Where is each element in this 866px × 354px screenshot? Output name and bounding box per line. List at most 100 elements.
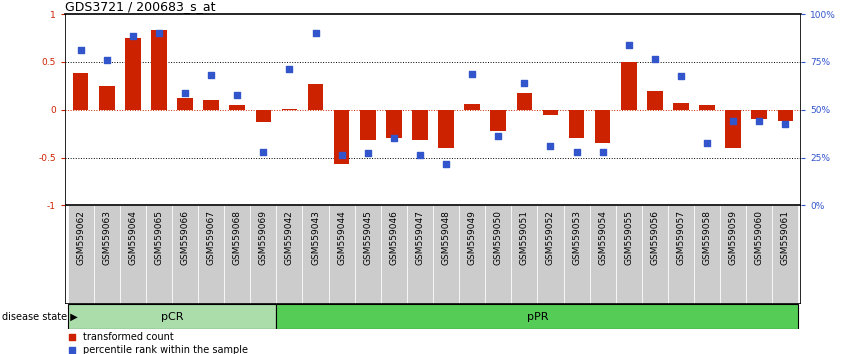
FancyBboxPatch shape	[198, 205, 224, 304]
Point	[570, 149, 584, 155]
Bar	[516, 92, 533, 110]
FancyBboxPatch shape	[616, 205, 642, 304]
Point	[727, 118, 740, 124]
Point	[779, 121, 792, 127]
Bar	[438, 110, 454, 148]
FancyBboxPatch shape	[145, 205, 172, 304]
FancyBboxPatch shape	[276, 304, 798, 329]
FancyBboxPatch shape	[485, 205, 511, 304]
FancyBboxPatch shape	[746, 205, 772, 304]
Point	[596, 149, 610, 155]
Point	[465, 72, 479, 77]
Point	[700, 141, 714, 146]
Point	[152, 30, 166, 36]
Bar	[307, 84, 323, 110]
FancyBboxPatch shape	[433, 205, 459, 304]
Text: GSM559057: GSM559057	[676, 210, 686, 265]
Text: GSM559047: GSM559047	[416, 210, 424, 265]
Point	[493, 189, 507, 195]
FancyBboxPatch shape	[68, 205, 94, 304]
Bar	[125, 38, 140, 110]
FancyBboxPatch shape	[590, 205, 616, 304]
FancyBboxPatch shape	[381, 205, 407, 304]
Bar	[569, 110, 585, 138]
Text: GSM559051: GSM559051	[520, 210, 529, 265]
FancyBboxPatch shape	[250, 205, 276, 304]
Bar	[778, 110, 793, 121]
Bar	[412, 110, 428, 140]
Text: GSM559060: GSM559060	[755, 210, 764, 265]
Text: GSM559059: GSM559059	[728, 210, 738, 265]
Text: GSM559049: GSM559049	[468, 210, 476, 265]
Point	[413, 152, 427, 158]
FancyBboxPatch shape	[538, 205, 564, 304]
Bar	[255, 110, 271, 122]
Text: GSM559052: GSM559052	[546, 210, 555, 265]
Text: GSM559042: GSM559042	[285, 210, 294, 265]
Text: GSM559063: GSM559063	[102, 210, 111, 265]
Bar	[490, 110, 506, 131]
FancyBboxPatch shape	[721, 205, 746, 304]
Point	[282, 66, 296, 72]
Text: GSM559069: GSM559069	[259, 210, 268, 265]
Bar	[595, 110, 611, 143]
FancyBboxPatch shape	[642, 205, 668, 304]
Text: GSM559050: GSM559050	[494, 210, 503, 265]
Text: GSM559054: GSM559054	[598, 210, 607, 265]
Bar	[647, 91, 662, 110]
Point	[648, 56, 662, 62]
Point	[74, 47, 87, 52]
FancyBboxPatch shape	[355, 205, 381, 304]
Bar	[360, 110, 376, 140]
Point	[544, 143, 558, 149]
Text: GSM559045: GSM559045	[363, 210, 372, 265]
Text: GSM559055: GSM559055	[624, 210, 633, 265]
Point	[622, 42, 636, 47]
Text: transformed count: transformed count	[83, 332, 174, 342]
Text: pPR: pPR	[527, 312, 548, 322]
Point	[361, 150, 375, 156]
FancyBboxPatch shape	[68, 304, 276, 329]
Point	[100, 57, 113, 63]
Point	[126, 33, 139, 39]
Point	[517, 80, 531, 86]
FancyBboxPatch shape	[564, 205, 590, 304]
Text: disease state ▶: disease state ▶	[2, 312, 77, 322]
Text: GSM559068: GSM559068	[233, 210, 242, 265]
Text: GSM559067: GSM559067	[207, 210, 216, 265]
Bar	[752, 110, 767, 119]
Text: GSM559053: GSM559053	[572, 210, 581, 265]
Text: GSM559046: GSM559046	[390, 210, 398, 265]
Bar	[333, 110, 350, 164]
Bar	[726, 110, 741, 148]
Bar	[386, 110, 402, 138]
Point	[256, 149, 270, 155]
Text: GSM559062: GSM559062	[76, 210, 85, 265]
Text: GDS3721 / 200683_s_at: GDS3721 / 200683_s_at	[65, 0, 216, 13]
Text: GSM559044: GSM559044	[337, 210, 346, 265]
Point	[491, 133, 505, 138]
Point	[178, 90, 192, 95]
FancyBboxPatch shape	[459, 205, 485, 304]
FancyBboxPatch shape	[120, 205, 145, 304]
Point	[335, 152, 349, 158]
FancyBboxPatch shape	[668, 205, 694, 304]
Bar	[543, 110, 559, 115]
Bar	[99, 86, 114, 110]
Point	[387, 136, 401, 141]
Point	[493, 302, 507, 308]
Bar	[281, 109, 297, 110]
FancyBboxPatch shape	[224, 205, 250, 304]
Text: pCR: pCR	[161, 312, 184, 322]
Bar	[151, 30, 167, 110]
Point	[308, 30, 322, 36]
Bar	[621, 62, 637, 110]
Bar	[178, 98, 193, 110]
FancyBboxPatch shape	[302, 205, 328, 304]
FancyBboxPatch shape	[94, 205, 120, 304]
Bar	[204, 100, 219, 110]
Bar	[673, 103, 688, 110]
Point	[674, 74, 688, 79]
Text: GSM559043: GSM559043	[311, 210, 320, 265]
FancyBboxPatch shape	[694, 205, 721, 304]
